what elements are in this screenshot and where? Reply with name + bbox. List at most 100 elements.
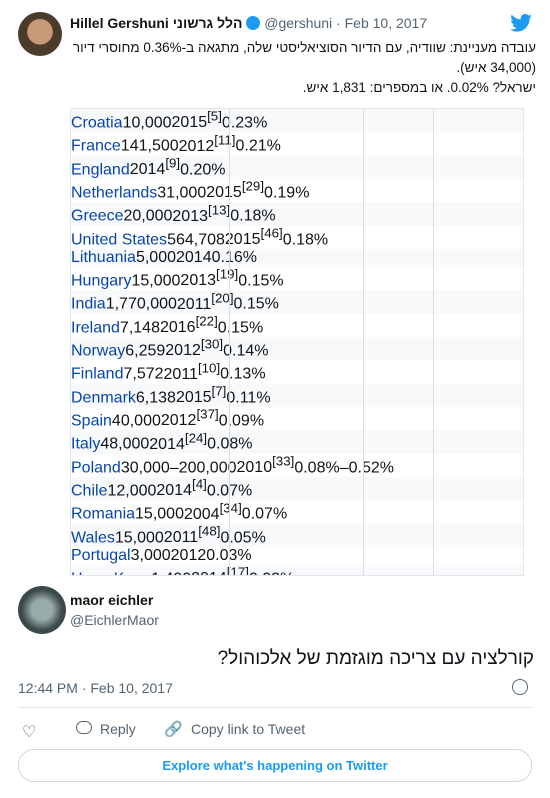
year-cell: 2016[22] — [159, 314, 218, 336]
share-cell: 0.16% — [211, 248, 257, 266]
like-icon[interactable]: ♡ — [22, 724, 37, 741]
year: 2011 — [176, 295, 212, 313]
reference: [4] — [192, 476, 207, 492]
year-cell: 2015[46] — [224, 226, 283, 248]
reference: [48] — [198, 523, 221, 539]
share-cell: 0.23% — [221, 114, 268, 132]
table-row: Hungary15,0002013[19]0.15% — [71, 266, 523, 291]
share-cell: 0.18% — [282, 230, 329, 248]
tweet-text: עובדה מעניינת: שוודיה, עם הדיור הסוציאלי… — [66, 38, 536, 98]
country-name: India — [71, 295, 106, 313]
share-cell: 0.08%–0.52% — [294, 458, 394, 476]
country-name: Poland — [71, 458, 121, 476]
year-cell: 2012[37] — [161, 407, 219, 429]
country-name: Spain — [71, 412, 112, 430]
reference: [22] — [195, 313, 218, 329]
year: 2014 — [191, 570, 227, 575]
year: 2015 — [224, 230, 261, 248]
year-cell: 2014[9] — [130, 156, 180, 178]
share-cell: 0.02% — [249, 570, 294, 575]
explore-button[interactable]: Explore what's happening on Twitter — [18, 749, 532, 782]
count-cell: 3,000 — [130, 546, 171, 564]
year-cell: 2014 — [176, 249, 212, 266]
count-cell: 20,000 — [123, 207, 173, 225]
column-divider — [229, 109, 230, 575]
year: 2014 — [156, 482, 192, 500]
twitter-logo[interactable] — [510, 14, 532, 32]
table-image[interactable]: Croatia10,0002015[5]0.23% France141,50020… — [70, 108, 524, 576]
reply-icon[interactable] — [76, 721, 92, 734]
avatar[interactable] — [18, 12, 62, 56]
year: 2012 — [178, 137, 215, 155]
country-name: Chile — [71, 482, 108, 500]
country-name: United States — [71, 230, 168, 248]
table-row: Finland7,5722011[10]0.13% — [71, 360, 523, 384]
reference: [9] — [165, 155, 181, 171]
reference: [17] — [226, 564, 249, 576]
year-cell: 2014[4] — [156, 477, 206, 500]
year-cell: 2004[34] — [183, 500, 242, 523]
country-name: Netherlands — [71, 184, 158, 202]
share-cell: 0.20% — [180, 160, 226, 178]
year-cell: 2012[11] — [178, 132, 236, 155]
count-cell: 1,770,000 — [105, 295, 177, 313]
reply-text: קורלציה עם צריכה מוגזמת של אלכוהול? — [217, 648, 534, 669]
copy-link-action[interactable]: Copy link to Tweet — [191, 721, 306, 737]
reference: [11] — [214, 132, 236, 148]
table-row: India1,770,0002011[20]0.15% — [71, 290, 523, 314]
reply-avatar[interactable] — [18, 586, 66, 634]
count-cell: 7,148 — [119, 318, 160, 336]
count-cell: 6,138 — [135, 388, 176, 406]
timestamp[interactable]: 12:44 PM · Feb 10, 2017 — [18, 680, 173, 696]
year-cell: 2010[33] — [236, 454, 295, 476]
count-cell: 1,400 — [151, 570, 191, 575]
share-cell: 0.11% — [226, 388, 271, 406]
year: 2013 — [180, 272, 217, 290]
share-cell: 0.09% — [218, 412, 265, 430]
table-row: Italy48,0002014[24]0.08% — [71, 430, 523, 454]
share-cell: 0.14% — [223, 342, 269, 360]
table-row: Spain40,0002012[37]0.09% — [71, 406, 523, 431]
year-cell: 2012[30] — [165, 337, 223, 360]
table-row: Poland30,000–200,0002010[33]0.08%–0.52% — [71, 453, 523, 477]
year: 2004 — [183, 505, 220, 523]
year-cell: 2011[20] — [176, 290, 234, 313]
link-icon[interactable]: 🔗 — [164, 721, 183, 738]
country-name: Wales — [71, 528, 115, 546]
column-divider — [363, 109, 364, 575]
table-row: Croatia10,0002015[5]0.23% — [71, 109, 523, 133]
reference: [24] — [184, 430, 208, 446]
reference: [33] — [272, 453, 295, 469]
year-cell: 2015[29] — [206, 179, 264, 201]
reply-handle[interactable]: @EichlerMaor — [70, 612, 159, 628]
reference: [7] — [211, 383, 227, 399]
country-name: Portugal — [71, 546, 131, 564]
year: 2010 — [236, 458, 273, 476]
share-cell: 0.07% — [241, 505, 288, 523]
year: 2014 — [149, 435, 185, 453]
author-meta: @gershuni · Feb 10, 2017 — [264, 15, 428, 31]
year-cell: 2011[10] — [164, 360, 221, 382]
reference: [46] — [260, 225, 283, 241]
tweet-line: ישראל? 0.02%. או במספרים: 1,831 איש. — [302, 80, 536, 95]
table-row: Chile12,0002014[4]0.07% — [71, 476, 523, 501]
year: 2015 — [175, 388, 212, 406]
count-cell: 30,000–200,000 — [120, 458, 237, 476]
year: 2012 — [165, 342, 201, 360]
country-name: Hong Kong — [71, 570, 151, 575]
year: 2016 — [159, 318, 196, 336]
reply-name[interactable]: maor eichler — [70, 592, 154, 608]
author-name[interactable]: Hillel Gershuni הלל גרשוני — [70, 15, 243, 31]
year-cell: 2011[48] — [163, 524, 221, 546]
tweet-line: עובדה מעניינת: שוודיה, עם הדיור הסוציאלי… — [72, 40, 536, 75]
year: 2011 — [163, 528, 199, 546]
table-row: Greece20,0002013[13]0.18% — [71, 202, 523, 226]
reference: [34] — [219, 500, 242, 516]
reply-action[interactable]: Reply — [100, 721, 136, 737]
year: 2015 — [171, 114, 208, 132]
reference: [13] — [208, 202, 231, 218]
share-cell: 0.19% — [264, 184, 310, 202]
info-icon[interactable] — [512, 679, 528, 695]
count-cell: 5,000 — [135, 248, 176, 266]
count-cell: 48,000 — [100, 435, 150, 453]
